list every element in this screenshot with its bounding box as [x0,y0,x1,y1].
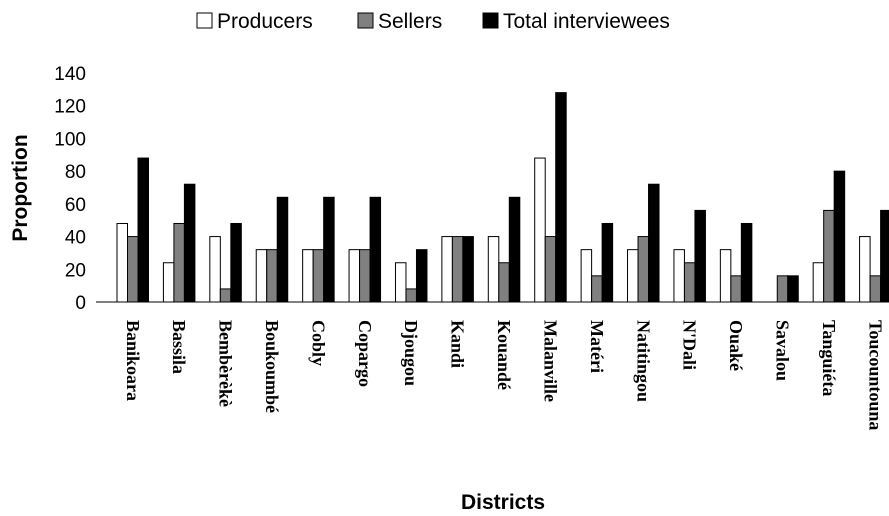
bar-sellers-banikoara [127,236,139,303]
x-tick-label-n-dali: N'Dali [680,320,700,370]
bar-total-interviewees-ouake [740,222,753,303]
bar-sellers-tanguieta [823,209,835,303]
legend-swatch-sellers [357,12,374,29]
bar-producers-bembereke [209,236,221,303]
x-tick-label-kouande: Kouandé [494,320,514,390]
bar-sellers-cobly [312,249,325,303]
x-tick-label-savalou: Savalou [773,320,793,381]
bar-sellers-kouande [498,262,510,303]
bar-total-interviewees-natitingou [648,183,660,303]
x-tick-label-tanguieta: Tanguiéta [819,320,839,396]
bar-sellers-savalou [776,275,789,303]
x-tick-label-ouake: Ouaké [726,320,746,371]
x-tick-label-banikoara: Banikoara [123,320,143,401]
bar-producers-tanguieta [812,262,825,303]
bar-total-interviewees-banikoara [137,157,149,303]
legend-swatch-producers [196,12,213,29]
bar-total-interviewees-malanville [555,92,567,303]
y-tick-label: 60 [65,195,86,216]
bar-total-interviewees-kouande [508,196,521,303]
x-tick-label-materi: Matéri [587,320,607,373]
legend: Producers Sellers Total interviewees [196,10,670,33]
x-axis: Banikoara Bassila Bembèrèkè Boukoumbé Cobly C… [96,301,885,430]
legend-swatch-total-interviewees [482,12,499,29]
bar-sellers-ouake [730,275,742,303]
x-tick-label-boukoumbe: Boukoumbé [262,320,282,413]
bar-total-interviewees-tanguieta [833,170,846,303]
bar-producers-ouake [719,249,732,303]
bar-producers-kandi [441,236,453,303]
y-tick-label: 100 [54,129,86,150]
bar-producers-kouande [487,236,500,303]
bar-total-interviewees-copargo [369,196,382,303]
legend-label-sellers: Sellers [378,10,442,33]
bar-producers-copargo [348,249,361,303]
x-tick-label-djougou: Djougou [401,320,421,386]
bar-producers-materi [580,249,593,303]
bar-producers-banikoara [116,222,128,303]
bar-total-interviewees-n-dali [694,209,706,303]
bar-sellers-boukoumbe [266,249,278,303]
bar-producers-djougou [394,262,407,303]
bar-producers-n-dali [673,249,685,303]
y-tick-label: 20 [65,260,86,281]
x-tick-label-toucountouna: Toucountouna [865,320,885,430]
y-tick-label: 80 [65,162,86,183]
bar-total-interviewees-bassila [183,183,196,303]
bar-producers-bassila [162,262,175,303]
bar-producers-toucountouna [859,236,871,303]
x-tick-label-bembereke: Bembèrèkè [216,320,236,407]
x-tick-label-copargo: Copargo [355,320,375,387]
legend-label-producers: Producers [217,10,313,33]
y-tick-label: 140 [54,64,86,85]
bar-sellers-malanville [544,236,557,303]
bar-producers-natitingou [627,249,639,303]
bar-producers-cobly [302,249,314,303]
bar-total-interviewees-bembereke [230,222,242,303]
x-tick-label-cobly: Cobly [308,320,328,366]
y-tick-label: 0 [75,293,86,314]
bar-sellers-bembereke [219,288,232,303]
x-tick-label-natitingou: Natitingou [633,320,653,402]
bar-sellers-toucountouna [869,275,882,303]
bar-sellers-materi [591,275,603,303]
bar-sellers-natitingou [637,236,650,303]
bar-total-interviewees-boukoumbe [276,196,289,303]
bar-total-interviewees-kandi [462,236,474,303]
x-axis-title: Districts [461,491,545,514]
bars [116,92,889,303]
bar-total-interviewees-djougou [415,249,428,303]
bar-sellers-copargo [359,249,371,303]
legend-label-total-interviewees: Total interviewees [503,10,670,33]
x-tick-label-kandi: Kandi [448,320,468,368]
bar-producers-malanville [534,157,546,303]
bar-total-interviewees-cobly [323,196,335,303]
y-tick-label: 120 [54,97,86,118]
bar-sellers-bassila [173,222,185,303]
bar-sellers-djougou [405,288,417,303]
y-axis-title: Proportion [9,134,32,241]
x-tick-label-bassila: Bassila [169,320,189,374]
bar-sellers-n-dali [683,262,696,303]
y-tick-label: 40 [65,228,86,249]
x-tick-label-malanville: Malanville [540,320,560,402]
bar-total-interviewees-materi [601,222,614,303]
bar-producers-boukoumbe [255,249,268,303]
bar-total-interviewees-toucountouna [880,209,889,303]
bar-total-interviewees-savalou [787,275,799,303]
y-axis: 0 20 40 60 80 100 120 140 [54,64,86,314]
bar-sellers-kandi [451,236,464,303]
